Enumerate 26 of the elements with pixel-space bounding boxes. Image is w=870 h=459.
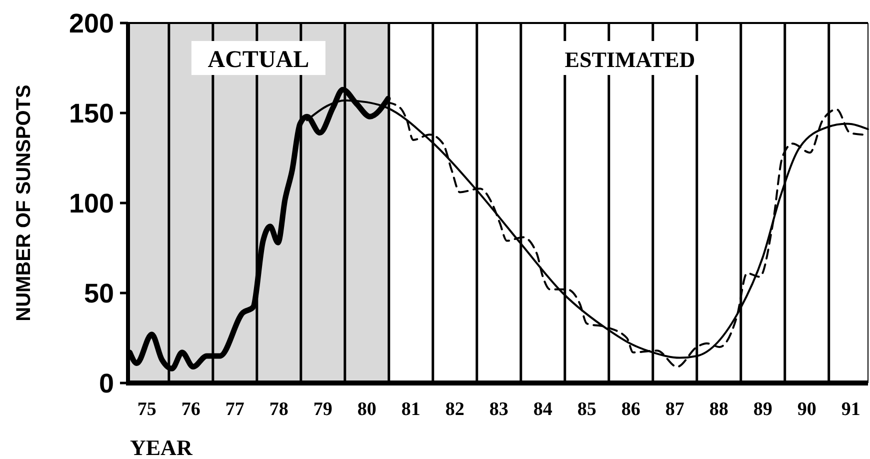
y-tick-label: 200 [68, 8, 114, 38]
annotation: ESTIMATED [564, 47, 696, 72]
y-tick-label: 100 [68, 188, 114, 218]
x-tick-label: 82 [445, 399, 464, 420]
x-tick-label: 80 [357, 399, 376, 420]
x-tick-label: 89 [753, 399, 772, 420]
x-tick-label: 78 [269, 399, 288, 420]
x-tick-label: 86 [621, 399, 640, 420]
x-axis-title: YEAR [130, 435, 194, 459]
x-tick-label: 85 [577, 399, 596, 420]
x-tick-label: 77 [225, 399, 245, 420]
x-tick-label: 83 [489, 399, 508, 420]
x-tick-label: 87 [665, 399, 685, 420]
x-tick-label: 88 [709, 399, 728, 420]
x-tick-label: 76 [181, 399, 200, 420]
y-tick-label: 50 [84, 278, 114, 308]
x-tick-label: 84 [533, 399, 553, 420]
x-tick-label: 90 [797, 399, 816, 420]
x-tick-label: 75 [137, 399, 156, 420]
x-tick-label: 79 [313, 399, 332, 420]
band-label: ACTUAL [208, 47, 310, 73]
y-axis-title: NUMBER OF SUNSPOTS [13, 84, 35, 322]
y-tick-label: 0 [98, 368, 114, 398]
x-tick-label: 81 [401, 399, 420, 420]
x-tick-label: 91 [841, 399, 860, 420]
y-tick-label: 150 [68, 98, 114, 128]
